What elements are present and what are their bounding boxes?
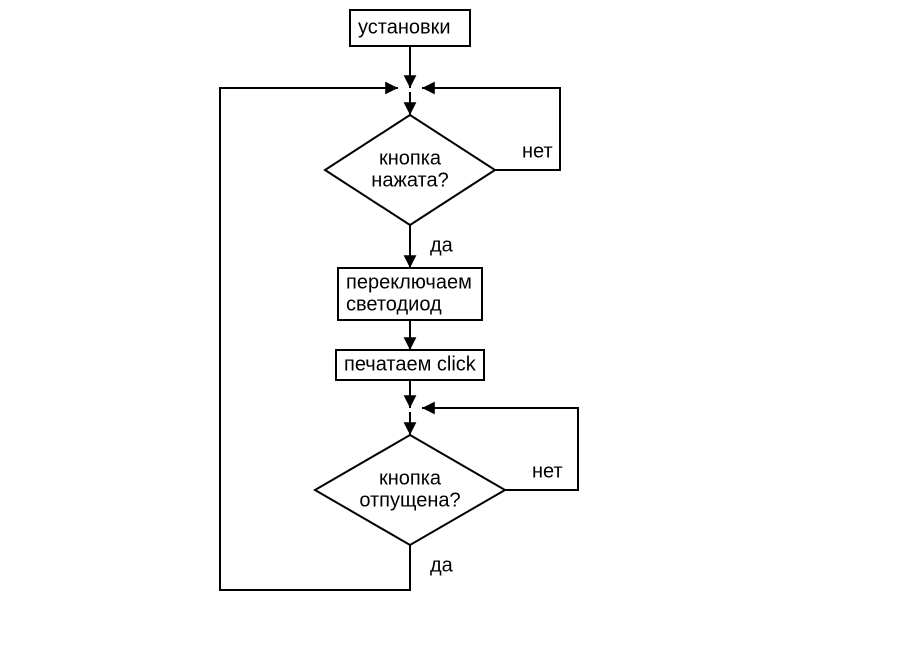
edge-label: нет (532, 460, 563, 482)
node-text: установки (358, 16, 451, 38)
edge-label: да (430, 554, 454, 576)
node-text: светодиод (346, 293, 442, 315)
node-text: кнопка (379, 467, 442, 489)
flowchart: данетнетдаустановкикнопканажата?переключ… (0, 0, 897, 665)
node-text: печатаем click (344, 353, 477, 375)
node-text: отпущена? (359, 489, 460, 511)
edge-label: нет (522, 140, 553, 162)
node-text: переключаем (346, 271, 472, 293)
edge-label: да (430, 234, 454, 256)
node-text: кнопка (379, 147, 442, 169)
node-text: нажата? (371, 169, 448, 191)
